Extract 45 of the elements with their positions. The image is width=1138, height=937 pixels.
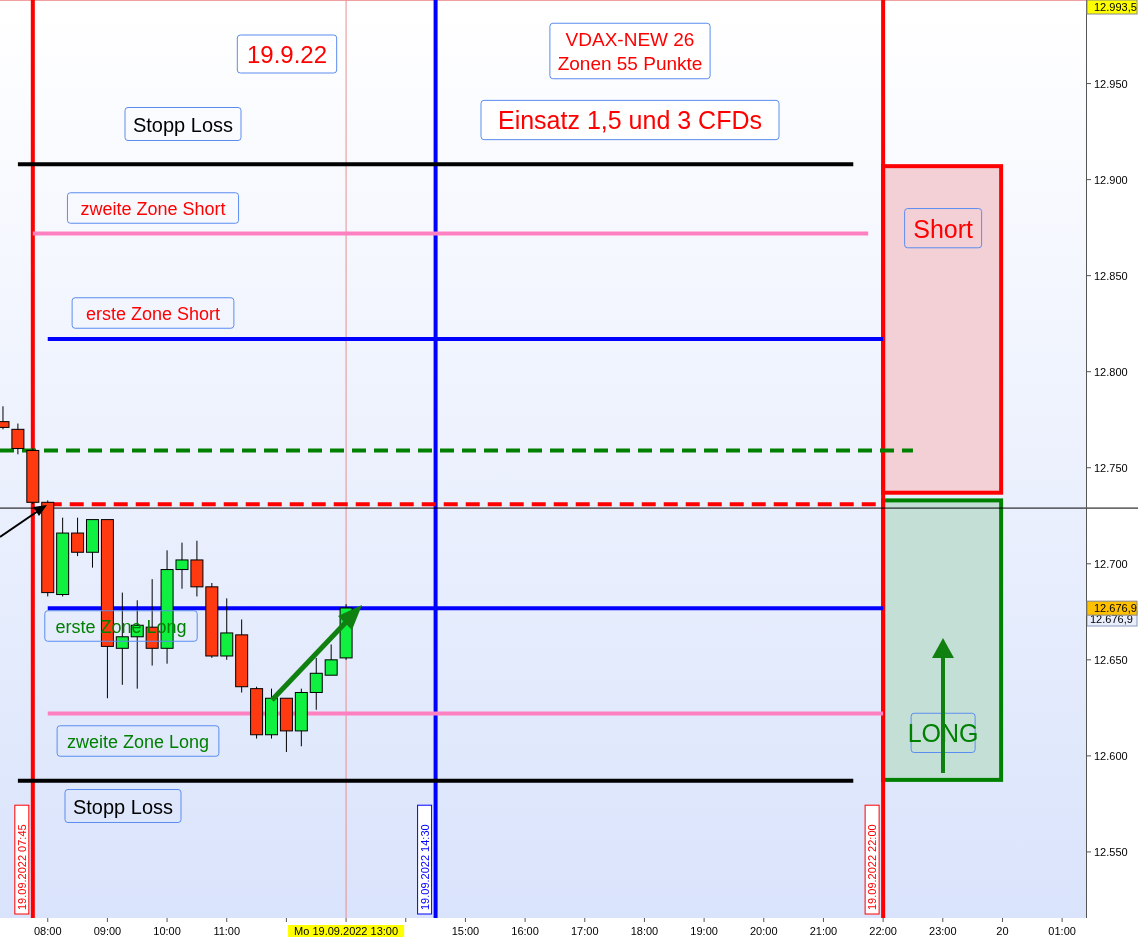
annotation: 19.9.22	[246, 41, 328, 68]
candlestick	[220, 597, 234, 661]
x-tick-label: Mo 19.09.2022 13:00	[294, 925, 399, 937]
x-tick-label: 09:00	[93, 925, 122, 937]
candlestick	[11, 423, 25, 455]
band-label: Short	[913, 214, 974, 243]
y-tick-label: 12.900	[1094, 173, 1128, 186]
y-tick-label: 12.993,5	[1094, 1, 1137, 13]
annotation: VDAX-NEW 26 Zonen 55 Punkte	[557, 29, 703, 74]
ref-line-label: 19.09.2022 22:00	[866, 824, 879, 910]
x-tick-label: 11:00	[213, 925, 241, 937]
annotation: Stopp Loss	[72, 795, 174, 818]
x-tick-label: 20:00	[750, 925, 778, 937]
y-tick-label: 12.676,9	[1094, 602, 1137, 615]
x-tick-label: 08:00	[33, 925, 62, 937]
annotation: Einsatz 1,5 und 3 CFDs	[497, 106, 763, 135]
y-tick-label: 12.850	[1094, 269, 1128, 282]
y-tick-label: 12.650	[1094, 653, 1128, 666]
y-tick-label: 12.600	[1094, 749, 1128, 762]
x-tick-label: 22:00	[869, 925, 897, 937]
y-tick-label: 12.800	[1094, 365, 1128, 378]
candlestick	[71, 517, 85, 557]
x-tick-label: 01:00	[1048, 925, 1076, 937]
x-tick-label: 16:00	[511, 925, 539, 937]
x-tick-label: 15:00	[451, 925, 480, 937]
x-tick-label: 21:00	[809, 925, 838, 937]
candlestick	[309, 657, 323, 711]
ref-line-label: 19.09.2022 14:30	[418, 824, 431, 910]
y-tick-label: 12.750	[1094, 461, 1128, 474]
candlestick	[324, 643, 338, 676]
x-tick-label: 17:00	[571, 925, 599, 937]
x-tick-label: 19:00	[690, 925, 718, 937]
ref-line-label: 19.09.2022 07:45	[15, 824, 28, 910]
y-tick-label: 12.550	[1094, 845, 1128, 858]
x-tick-label: 18:00	[630, 925, 659, 937]
x-tick-label: 10:00	[153, 925, 181, 937]
annotation: erste Zone Long	[55, 616, 187, 637]
y-tick-label: 12.950	[1094, 77, 1128, 90]
x-tick-label: 20	[996, 925, 1009, 937]
y-tick-label: 12.700	[1094, 557, 1128, 570]
annotation: zweite Zone Long	[66, 731, 210, 752]
annotation: Stopp Loss	[132, 113, 234, 136]
annotation: zweite Zone Short	[80, 198, 226, 219]
annotation: erste Zone Short	[85, 303, 221, 324]
x-tick-label: 23:00	[929, 925, 957, 937]
